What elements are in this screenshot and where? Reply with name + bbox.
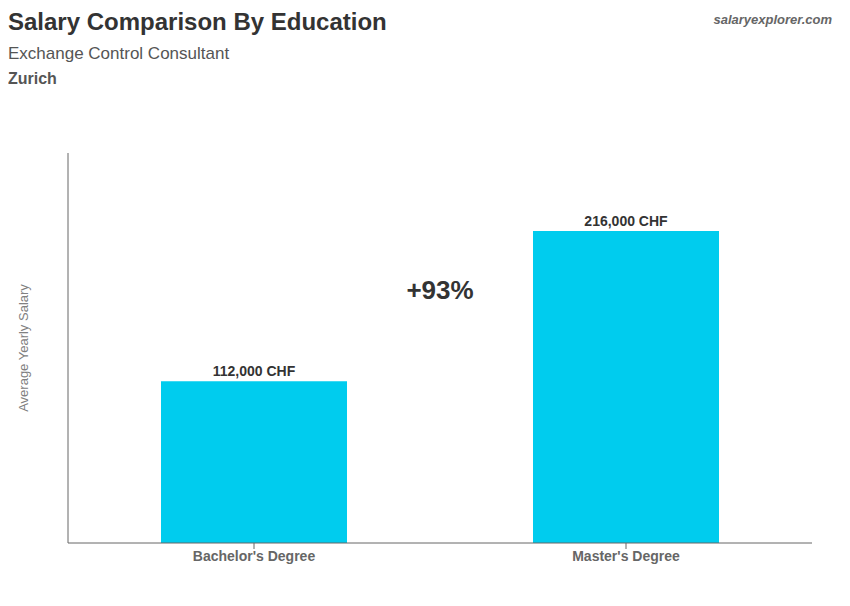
html-text:Zurich: Zurich [8,70,57,87]
html-text:+93%: +93% [406,274,474,304]
svg-text:216,000 CHF: 216,000 CHF [584,213,668,229]
html-text:salaryexplorer.com: salaryexplorer.com [713,12,832,27]
svg-text:112,000 CHF: 112,000 CHF [213,363,296,379]
html-text:Exchange Control Consultant: Exchange Control Consultant [8,44,230,63]
html-text:Salary Comparison By Education: Salary Comparison By Education [8,8,387,35]
svg-text:Average Yearly Salary: Average Yearly Salary [16,284,31,412]
svg-text:Master's Degree: Master's Degree [572,548,680,564]
svg-text:Bachelor's Degree: Bachelor's Degree [193,548,316,564]
